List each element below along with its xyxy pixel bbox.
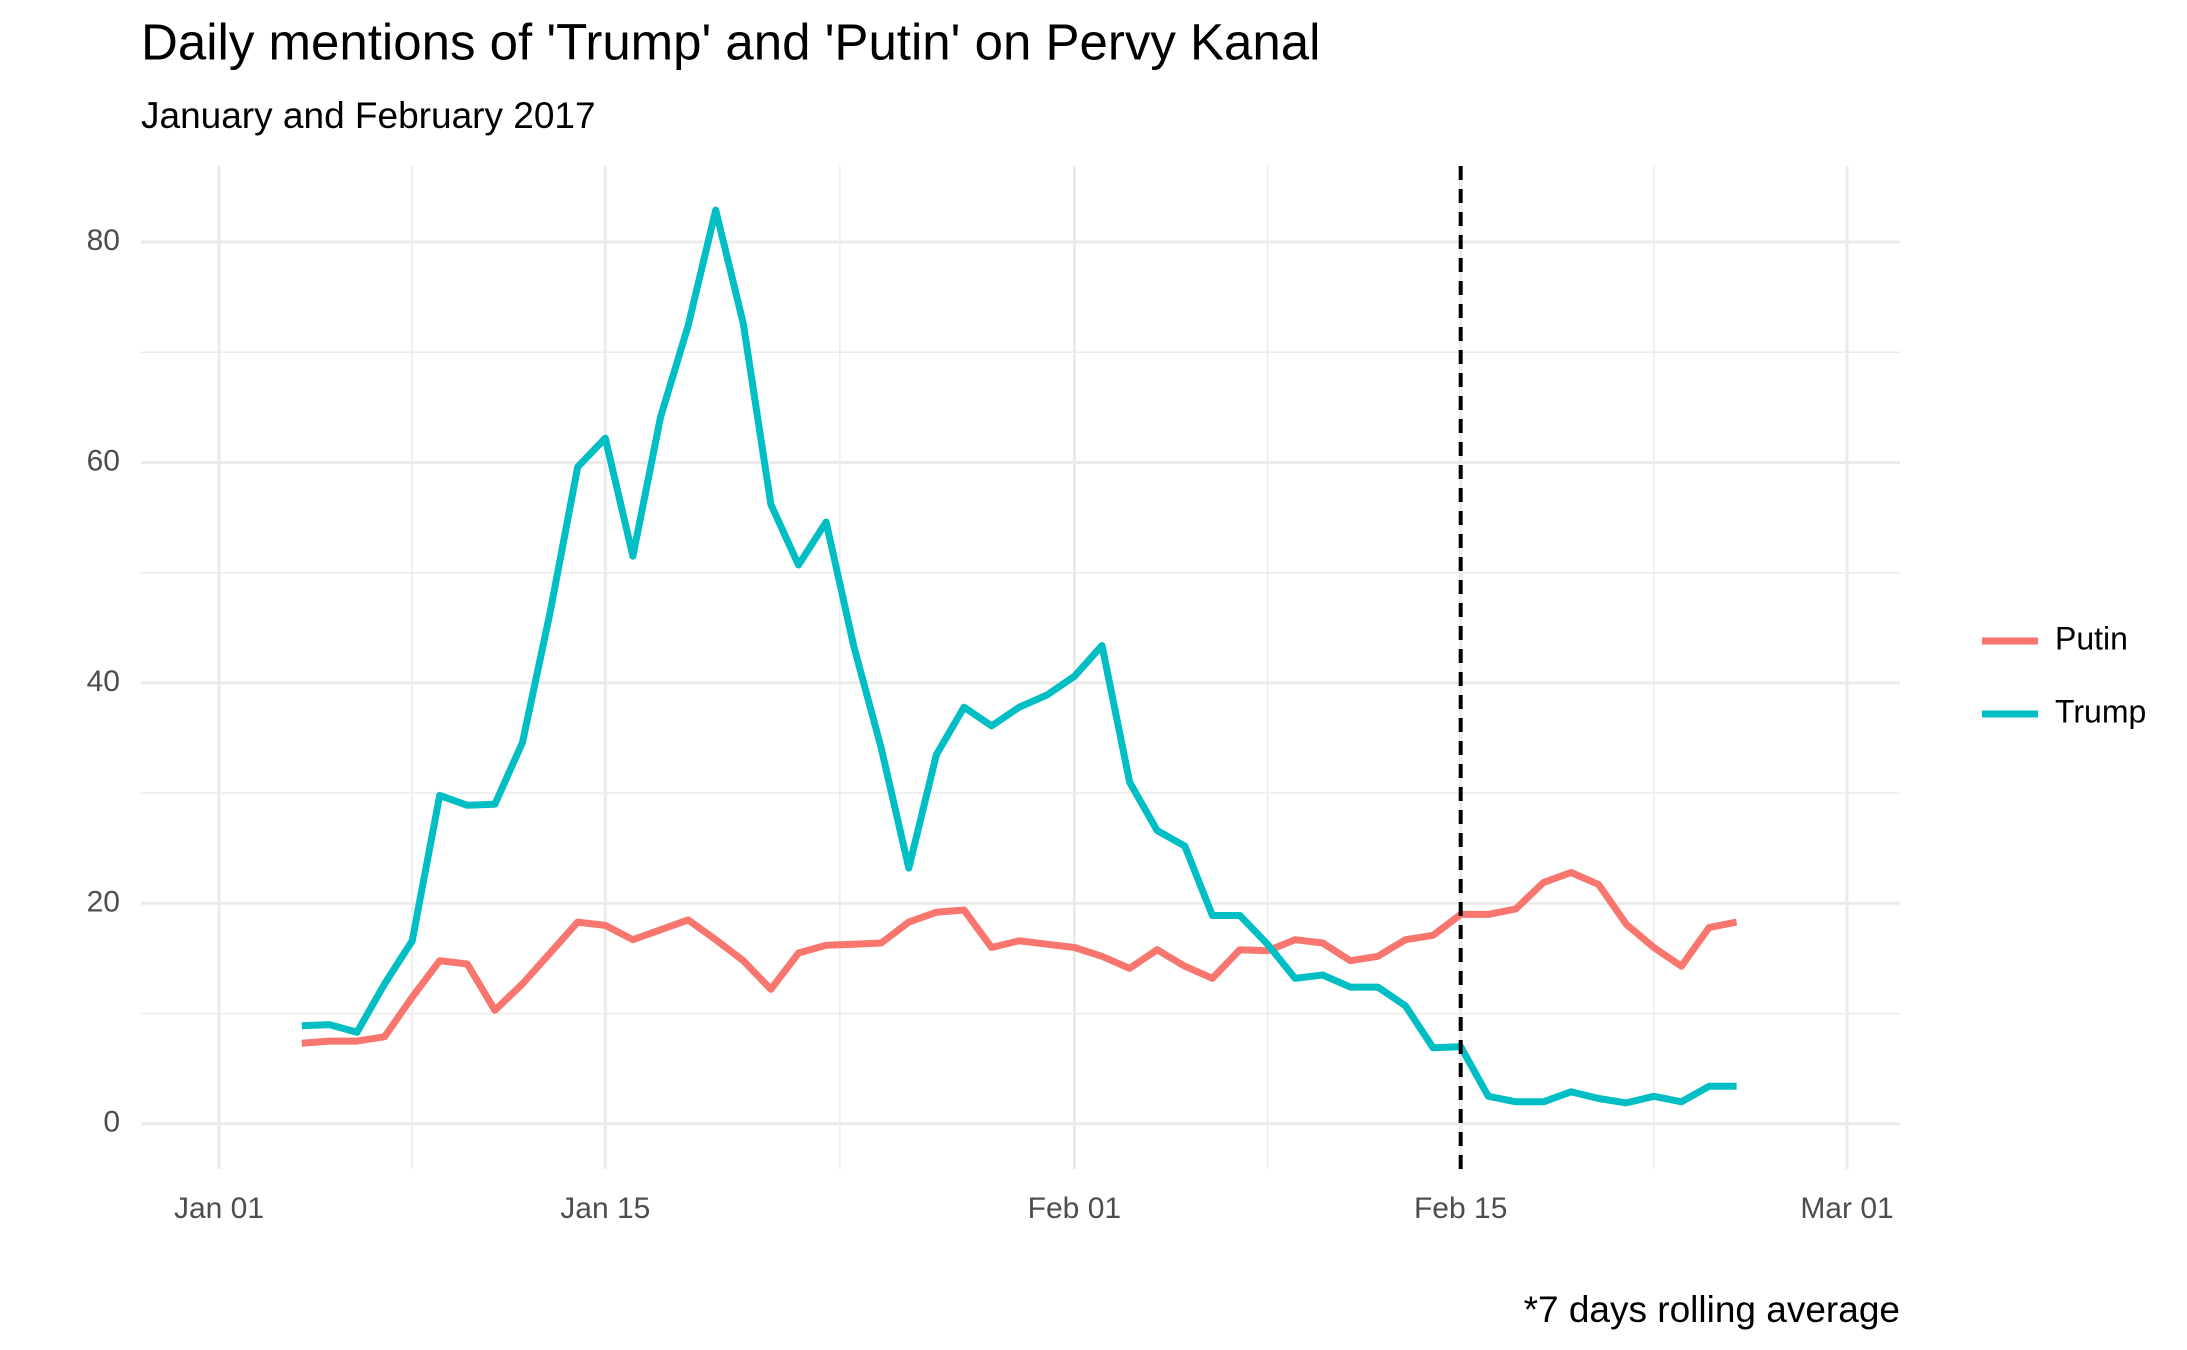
y-tick-label: 20: [87, 885, 120, 918]
y-tick-label: 40: [87, 665, 120, 698]
x-tick-label: Mar 01: [1800, 1192, 1893, 1225]
caption: *7 days rolling average: [1524, 1289, 1900, 1330]
x-tick-label: Feb 15: [1414, 1192, 1507, 1225]
line-series: [301, 869, 1738, 1047]
line-series: [301, 206, 1737, 1107]
y-tick-label: 80: [87, 224, 120, 257]
y-tick-label: 60: [87, 444, 120, 477]
legend-label: Trump: [2055, 693, 2146, 729]
x-tick-label: Jan 15: [560, 1192, 650, 1225]
y-tick-label: 0: [103, 1106, 120, 1139]
x-tick-label: Jan 01: [174, 1192, 264, 1225]
legend-label: Putin: [2055, 620, 2128, 656]
chart-title: Daily mentions of 'Trump' and 'Putin' on…: [141, 13, 1320, 70]
x-tick-label: Feb 01: [1028, 1192, 1121, 1225]
chart-subtitle: January and February 2017: [141, 95, 596, 136]
